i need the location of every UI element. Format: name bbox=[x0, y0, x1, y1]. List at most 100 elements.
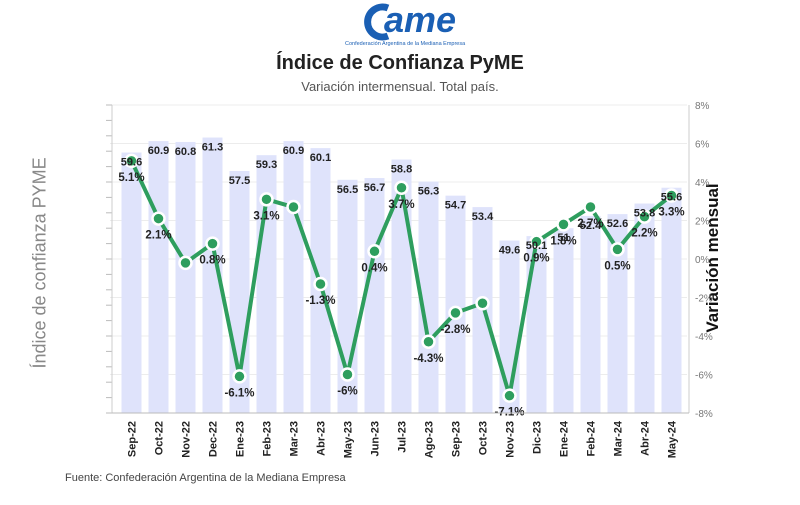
bar bbox=[661, 187, 682, 413]
line-layer bbox=[124, 153, 679, 403]
line-value-label: 0.4% bbox=[361, 262, 387, 274]
line-value-label: 3.7% bbox=[388, 199, 414, 211]
line-point bbox=[286, 199, 301, 215]
right-tick-label: -2% bbox=[695, 294, 713, 305]
bar-value-label: 53.8 bbox=[634, 208, 655, 220]
line-point bbox=[502, 388, 517, 403]
right-tick-label: 0% bbox=[695, 255, 710, 266]
line-value-label: -6% bbox=[337, 386, 357, 398]
right-tick-label: -4% bbox=[695, 332, 713, 343]
line-point bbox=[232, 369, 247, 384]
line-value-label: 3.3% bbox=[658, 206, 684, 218]
logo-c-mark bbox=[364, 3, 390, 41]
bar-value-label: 60.9 bbox=[283, 145, 304, 157]
came-logo: ame Confederación Argentina de la Median… bbox=[300, 0, 500, 50]
x-tick-label: Dic-23 bbox=[532, 421, 544, 454]
bar-value-label: 57.5 bbox=[229, 175, 250, 187]
line-point bbox=[475, 296, 490, 311]
bar bbox=[283, 141, 304, 413]
right-tick-label: 6% bbox=[695, 140, 710, 151]
bar-value-label: 55.6 bbox=[661, 192, 682, 204]
bar-value-label: 56.3 bbox=[418, 186, 439, 198]
bar-value-label: 49.6 bbox=[499, 245, 520, 257]
line-point bbox=[151, 211, 166, 226]
bar bbox=[148, 141, 169, 413]
bar bbox=[121, 152, 142, 413]
line-value-label: 3.1% bbox=[253, 210, 279, 222]
bar-value-label: 52.4 bbox=[580, 220, 602, 232]
line-value-label: 2.1% bbox=[145, 230, 171, 242]
x-tick-label: Feb-24 bbox=[586, 420, 598, 456]
line-point bbox=[556, 217, 571, 232]
line-value-label: 0.9% bbox=[523, 253, 549, 265]
right-tick-label: 8% bbox=[695, 101, 710, 112]
line-value-label: -4.3% bbox=[413, 353, 443, 365]
line-value-label: 0.8% bbox=[199, 255, 225, 267]
bar bbox=[202, 137, 223, 413]
bar-value-label: 56.5 bbox=[337, 184, 358, 196]
right-tick-label: -6% bbox=[695, 371, 713, 382]
line-point bbox=[448, 305, 463, 321]
line-value-label: -6.1% bbox=[224, 387, 254, 399]
x-tick-label: Ago-23 bbox=[424, 421, 436, 458]
bar-value-label: 59.3 bbox=[256, 159, 277, 171]
bar bbox=[445, 195, 466, 413]
chart-title: Índice de Confianza PyME bbox=[276, 52, 524, 74]
x-tick-label: Oct-23 bbox=[478, 421, 490, 455]
line-value-label: 2.2% bbox=[631, 228, 657, 240]
right-tick-label: 4% bbox=[695, 178, 710, 189]
x-tick-label: May-24 bbox=[667, 420, 679, 458]
x-tick-label: Jul-23 bbox=[397, 421, 409, 453]
line-point bbox=[178, 255, 193, 271]
bar-value-label: 52.6 bbox=[607, 218, 628, 230]
bar bbox=[607, 214, 628, 413]
line-value-label: -2.8% bbox=[440, 324, 470, 336]
bars-layer bbox=[121, 137, 682, 413]
line-value-label: -1.3% bbox=[305, 295, 335, 307]
bar-value-label: 58.8 bbox=[391, 164, 412, 176]
x-tick-label: Mar-24 bbox=[613, 420, 625, 456]
x-tick-label: Sep-23 bbox=[451, 421, 463, 457]
bar-value-label: 54.7 bbox=[445, 200, 466, 212]
line-point bbox=[124, 153, 139, 169]
x-tick-label: May-23 bbox=[343, 421, 355, 458]
bar-value-label: 50.1 bbox=[526, 240, 547, 252]
line-value-label: 5.1% bbox=[118, 172, 144, 184]
line-point bbox=[367, 244, 382, 259]
right-tick-label: 2% bbox=[695, 217, 710, 228]
x-tick-label: Nov-23 bbox=[505, 421, 517, 458]
right-tick-label: -8% bbox=[695, 409, 713, 420]
line-point bbox=[205, 236, 220, 251]
bar bbox=[418, 181, 439, 413]
line-point bbox=[610, 242, 625, 257]
bar-value-label: 51 bbox=[557, 232, 569, 244]
bar bbox=[175, 141, 196, 413]
x-tick-label: Mar-23 bbox=[289, 421, 301, 456]
bar-value-label: 61.3 bbox=[202, 142, 223, 154]
x-tick-label: Nov-22 bbox=[181, 421, 193, 458]
bar-value-label: 53.4 bbox=[472, 211, 494, 223]
line-point bbox=[664, 188, 679, 203]
x-tick-label: Ene-24 bbox=[559, 420, 571, 457]
bar-value-label: 60.8 bbox=[175, 146, 196, 158]
bar-value-label: 59.6 bbox=[121, 157, 142, 169]
line-point bbox=[583, 199, 598, 215]
line-value-label: 0.5% bbox=[604, 260, 630, 272]
source-note: Fuente: Confederación Argentina de la Me… bbox=[65, 472, 346, 484]
x-tick-label: Abr-24 bbox=[640, 420, 652, 456]
line-point bbox=[637, 209, 652, 224]
axis-layer: 8% 6% 4% 2% 0% -2% -4% -6% -8% Sep-22 Oct-22 Nov-22… bbox=[106, 101, 713, 458]
logo-text: ame bbox=[384, 0, 456, 40]
bar bbox=[580, 215, 601, 413]
bar-value-label: 60.1 bbox=[310, 152, 331, 164]
x-tick-label: Abr-23 bbox=[316, 421, 328, 456]
line-point bbox=[340, 367, 355, 382]
line-point bbox=[421, 334, 436, 350]
line-point bbox=[529, 234, 544, 249]
x-tick-label: Ene-23 bbox=[235, 421, 247, 457]
x-tick-label: Dec-22 bbox=[208, 421, 220, 457]
x-tick-label: Feb-23 bbox=[262, 421, 274, 456]
chart-subtitle: Variación intermensual. Total país. bbox=[301, 79, 499, 94]
x-tick-label: Oct-22 bbox=[154, 421, 166, 455]
x-tick-label: Jun-23 bbox=[370, 421, 382, 456]
